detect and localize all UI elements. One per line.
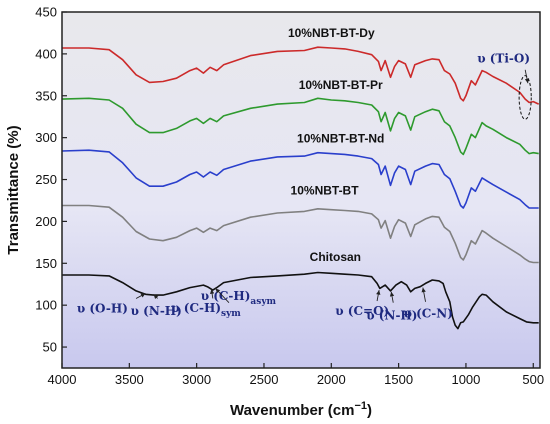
y-tick-label-7: 400 [35,46,57,61]
x-tick-label-7: 500 [522,372,544,387]
plot-frame [61,11,541,369]
y-tick-label-1: 100 [35,298,57,313]
x-axis-title-close: ) [367,402,372,419]
x-tick-label-2: 3000 [182,372,211,387]
x-tick-label-3: 2500 [250,372,279,387]
y-tick-label-2: 150 [35,256,57,271]
annotation-arrowhead-4 [376,290,381,295]
x-axis-title-main: Wavenumber (cm [230,402,354,419]
annotation-arrowhead-7 [524,78,530,84]
annotation-label-6: υ (C-N) [404,307,453,321]
series-label-2: 10%NBT-BT-Nd [297,132,384,146]
annotation-label-7: υ (Ti-O) [477,51,530,65]
x-axis-title-sup: −1 [354,400,367,412]
series-label-3: 10%NBT-BT [291,184,360,198]
series-label-1: 10%NBT-BT-Pr [299,78,383,92]
x-tick-label-5: 1500 [384,372,413,387]
annotation-label-5: υ (N-H) [366,308,417,322]
x-axis-title: Wavenumber (cm−1) [230,400,372,419]
annotation-label-1: υ (N-H) [131,304,182,318]
annotation-label-0: υ (O-H) [77,302,128,316]
x-tick-label-4: 2000 [317,372,346,387]
annotation-arrowhead-2 [209,289,215,295]
series-lines: 10%NBT-BT-Dy 10%NBT-BT-Pr 10%NBT-BT-Nd 10%N… [61,26,540,330]
annotation-arrowhead-5 [389,291,395,297]
series-line-3 [62,204,539,264]
y-tick-label-0: 50 [43,340,57,355]
annotation-arrowhead-6 [421,287,426,293]
series-label-4: Chitosan [310,250,361,264]
axis-ticks: 4000 3500 3000 2500 2000 1500 1000 500 50 100 150 2… [35,5,544,388]
y-tick-label-8: 450 [35,5,57,20]
x-tick-label-0: 4000 [48,372,77,387]
plot-background [62,12,540,368]
annotation-arrowhead-1 [153,294,159,300]
annotation-arrowhead-3 [215,288,221,294]
annotation-label-2: υ (C-H)sym [171,301,241,319]
series-line-4 [62,271,539,330]
x-tick-label-1: 3500 [115,372,144,387]
y-tick-label-5: 300 [35,130,57,145]
series-label-0: 10%NBT-BT-Dy [288,26,375,40]
y-axis-title: Transmittance (%) [5,125,22,254]
annotation-arrowhead-0 [140,293,146,298]
annotation-label-4: υ (C=O) [335,304,389,318]
series-line-2 [61,149,539,209]
y-tick-label-4: 250 [35,172,57,187]
series-line-0 [62,46,540,105]
ti-o-highlight-ellipse [518,75,532,120]
annotation-label-3: υ (C-H)asym [201,289,277,307]
y-tick-label-3: 200 [35,214,57,229]
x-tick-label-6: 1000 [451,372,480,387]
y-tick-label-6: 350 [35,88,57,103]
series-line-1 [61,97,539,156]
